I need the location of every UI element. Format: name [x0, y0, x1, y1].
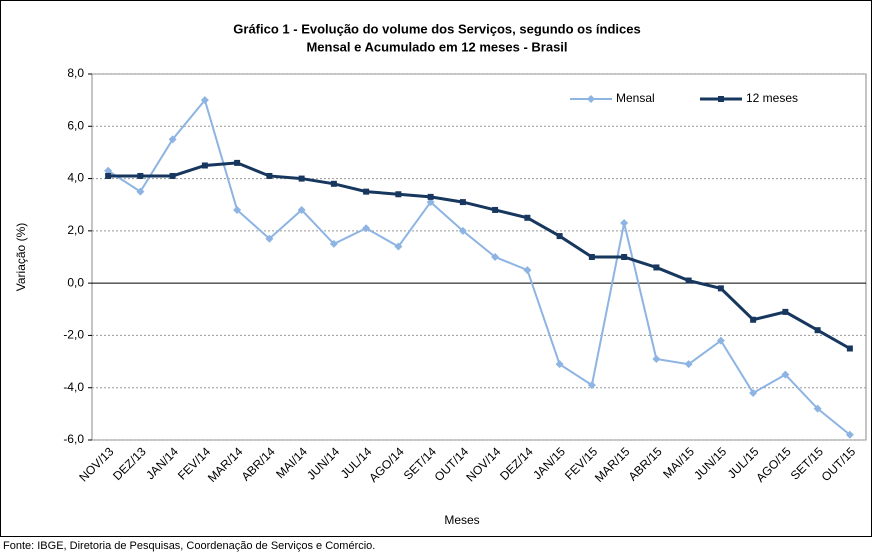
y-tick-label: 8,0 [67, 66, 84, 80]
point-marker [266, 172, 273, 179]
y-tick-label: 2,0 [67, 223, 84, 237]
point-marker [201, 162, 208, 169]
point-marker [200, 96, 209, 105]
point-marker [814, 327, 821, 334]
point-marker [749, 388, 758, 397]
point-marker [587, 95, 595, 103]
point-marker [426, 198, 435, 207]
point-marker [297, 205, 306, 214]
point-marker [587, 381, 596, 390]
series-line [108, 161, 851, 350]
point-marker [104, 166, 113, 175]
point-marker [718, 96, 724, 102]
y-tick-label: 4,0 [67, 171, 84, 185]
point-marker [330, 180, 337, 187]
point-marker [588, 254, 595, 260]
point-marker [492, 206, 499, 213]
point-marker [459, 199, 466, 206]
point-marker [846, 345, 853, 352]
point-marker [105, 172, 112, 179]
y-tick-label: 6,0 [67, 118, 84, 132]
point-marker [265, 234, 274, 243]
point-marker [685, 277, 692, 284]
point-marker [782, 308, 789, 315]
point-marker [233, 205, 242, 214]
legend-label: Mensal [616, 91, 655, 105]
point-marker [653, 264, 660, 271]
point-marker [395, 191, 402, 198]
point-marker [556, 233, 563, 240]
point-marker [458, 226, 467, 235]
point-marker [362, 224, 371, 233]
point-marker [750, 316, 757, 323]
chart-title: Gráfico 1 - Evolução do volume dos Servi… [233, 21, 640, 36]
point-marker [684, 360, 693, 369]
point-marker [298, 175, 305, 182]
point-marker [169, 172, 176, 179]
point-marker [137, 172, 144, 179]
point-marker [168, 135, 177, 144]
y-tick-label: 0,0 [67, 275, 84, 289]
x-axis-label: Meses [444, 513, 479, 527]
point-marker [652, 354, 661, 363]
chart-title: Mensal e Acumulado em 12 meses - Brasil [306, 39, 567, 54]
point-marker [329, 239, 338, 248]
source-note: Fonte: IBGE, Diretoria de Pesquisas, Coo… [3, 540, 375, 552]
point-marker [555, 360, 564, 369]
y-axis-label: Variação (%) [14, 223, 28, 291]
point-marker [491, 253, 500, 261]
legend-label: 12 meses [746, 91, 798, 105]
point-marker [524, 214, 531, 221]
chart-frame [0, 0, 872, 537]
point-marker [845, 430, 854, 439]
point-marker [621, 254, 628, 260]
y-tick-label: -6,0 [63, 432, 84, 446]
point-marker [234, 159, 241, 166]
point-marker [523, 266, 532, 275]
point-marker [394, 242, 403, 251]
point-marker [716, 336, 725, 345]
y-tick-label: -4,0 [63, 380, 84, 394]
series-line [107, 98, 851, 436]
y-tick-label: -2,0 [63, 328, 84, 342]
point-marker [427, 193, 434, 200]
point-marker [717, 285, 724, 292]
point-marker [781, 370, 790, 379]
point-marker [363, 188, 370, 195]
plot-area [91, 73, 867, 441]
point-marker [813, 404, 822, 413]
point-marker [136, 187, 145, 196]
point-marker [620, 219, 629, 228]
